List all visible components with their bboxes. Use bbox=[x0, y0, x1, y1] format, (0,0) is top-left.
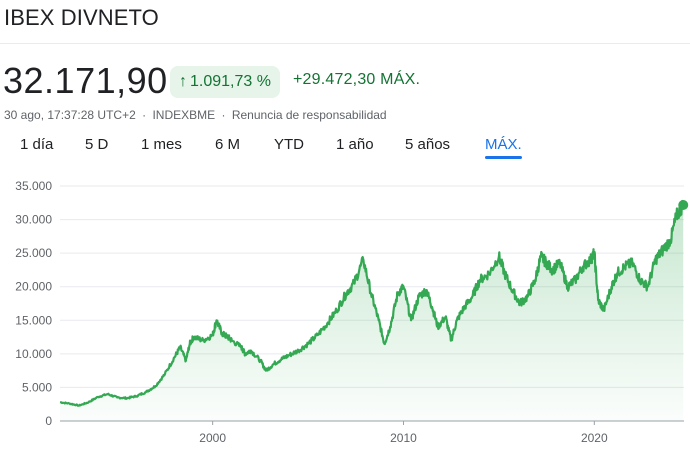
price-series-line bbox=[59, 199, 685, 407]
change-percent-value: 1.091,73 % bbox=[190, 73, 271, 90]
tab-1-mes[interactable]: 1 mes bbox=[141, 136, 182, 153]
y-tick-label: 10.000 bbox=[15, 347, 52, 361]
x-tick-label: 2000 bbox=[199, 431, 226, 445]
y-tick-label: 20.000 bbox=[15, 280, 52, 294]
quote-meta: 30 ago, 17:37:28 UTC+2 · INDEXBME · Renu… bbox=[4, 108, 387, 122]
latest-price-point[interactable] bbox=[678, 199, 689, 210]
x-axis-labels: 2000 2010 2020 bbox=[199, 431, 608, 445]
tab-5-anos[interactable]: 5 años bbox=[405, 136, 451, 153]
y-tick-label: 25.000 bbox=[15, 246, 52, 260]
y-tick-label: 30.000 bbox=[15, 213, 52, 227]
disclaimer-link[interactable]: Renuncia de responsabilidad bbox=[231, 108, 387, 122]
x-tick-label: 2020 bbox=[581, 431, 608, 445]
tab-6-m[interactable]: 6 M bbox=[215, 136, 241, 153]
tab-max[interactable]: MÁX. bbox=[485, 134, 522, 159]
range-tabs: 1 día 5 D 1 mes 6 M YTD 1 año 5 años MÁX… bbox=[0, 134, 690, 164]
y-tick-label: 5.000 bbox=[22, 380, 52, 394]
header-divider bbox=[0, 43, 690, 44]
y-axis-labels: 0 5.000 10.000 15.000 20.000 25.000 30.000 35.0… bbox=[15, 179, 52, 428]
change-value: +29.472,30 MÁX. bbox=[293, 71, 421, 88]
y-tick-label: 35.000 bbox=[15, 179, 52, 193]
quote-exchange: INDEXBME bbox=[152, 108, 216, 122]
meta-separator: · bbox=[142, 108, 147, 122]
y-tick-label: 15.000 bbox=[15, 313, 52, 327]
tab-ytd[interactable]: YTD bbox=[274, 136, 304, 153]
arrow-up-icon: ↑ bbox=[179, 73, 187, 90]
page-title: IBEX DIVNETO bbox=[4, 5, 159, 30]
tab-5-d[interactable]: 5 D bbox=[85, 136, 109, 153]
meta-separator: · bbox=[221, 108, 226, 122]
quote-timestamp: 30 ago, 17:37:28 UTC+2 bbox=[4, 108, 136, 122]
tab-1-dia[interactable]: 1 día bbox=[20, 136, 54, 153]
y-tick-label: 0 bbox=[45, 414, 52, 428]
price-area-fill bbox=[60, 201, 684, 421]
x-tick-label: 2010 bbox=[390, 431, 417, 445]
tab-1-ano[interactable]: 1 año bbox=[336, 136, 374, 153]
change-percent-badge: ↑ 1.091,73 % bbox=[170, 66, 280, 98]
price-chart[interactable]: 0 5.000 10.000 15.000 20.000 25.000 30.000 35.0… bbox=[0, 170, 690, 451]
current-price: 32.171,90 bbox=[3, 60, 168, 101]
